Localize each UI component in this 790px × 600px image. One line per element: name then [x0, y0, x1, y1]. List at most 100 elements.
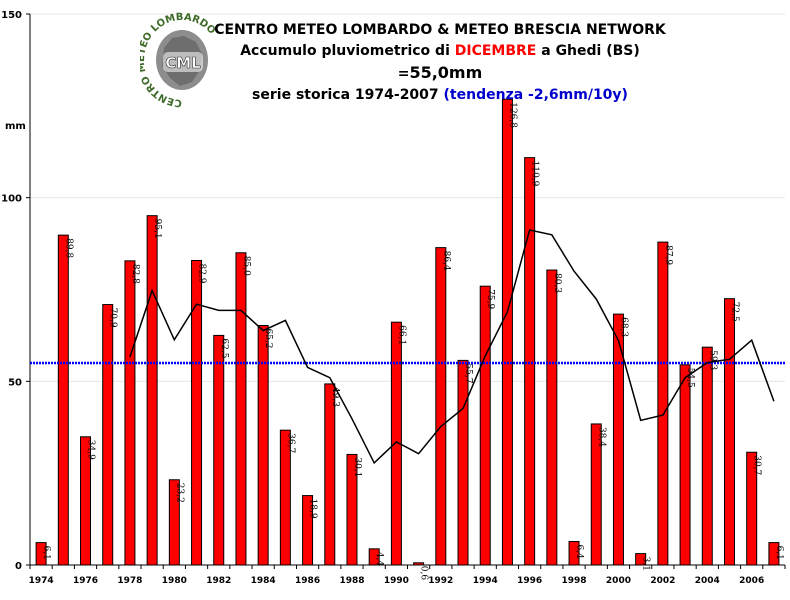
- bar-value-label: 3,1: [641, 557, 651, 571]
- title-line-2-prefix: Accumulo pluviometrico di: [240, 43, 455, 59]
- bar: [701, 346, 713, 566]
- bar-value-label: 65,2: [263, 328, 273, 348]
- bar: [679, 364, 691, 566]
- bar: [257, 324, 269, 566]
- bar-value-label: 68,3: [618, 317, 628, 337]
- bar-value-label: 59,3: [707, 350, 717, 370]
- bar: [324, 383, 336, 566]
- y-tick-label: 0: [15, 561, 22, 572]
- bar-value-label: 30,7: [752, 455, 762, 475]
- bar-value-label: 80,3: [552, 273, 562, 293]
- bar-value-label: 49,3: [330, 387, 340, 407]
- bar: [346, 453, 358, 566]
- bar: [102, 304, 114, 566]
- bar: [80, 436, 92, 566]
- x-tick-label: 1998: [562, 576, 587, 586]
- bar-value-label: 0,6: [419, 566, 429, 581]
- bar-value-label: 4,4: [374, 552, 384, 567]
- bar-value-label: 6,4: [574, 544, 584, 559]
- bar-value-label: 18,9: [308, 499, 318, 519]
- bar-value-label: 89,8: [63, 238, 73, 258]
- bar: [35, 542, 47, 566]
- bar: [768, 542, 780, 566]
- x-tick-label: 1974: [29, 576, 54, 586]
- chart-title-block: CENTRO METEO LOMBARDO & METEO BRESCIA NE…: [200, 20, 680, 105]
- title-line-3-prefix: serie storica 1974-2007: [252, 87, 444, 103]
- bar: [524, 157, 536, 566]
- bar: [590, 423, 602, 566]
- bar: [146, 215, 158, 566]
- x-tick-label: 1984: [251, 576, 276, 586]
- x-tick-label: 2000: [606, 576, 631, 586]
- bar: [124, 260, 136, 566]
- x-tick-label: 2006: [739, 576, 764, 586]
- x-tick-label: 1976: [73, 576, 98, 586]
- title-line-1: CENTRO METEO LOMBARDO & METEO BRESCIA NE…: [214, 22, 666, 38]
- bar-value-label: 110,9: [530, 161, 540, 187]
- bar-value-label: 70,9: [108, 308, 118, 328]
- bar-value-label: 36,7: [285, 433, 295, 453]
- x-tick-label: 2002: [650, 576, 675, 586]
- moving-average-line: [129, 229, 775, 465]
- title-line-2: Accumulo pluviometrico di DICEMBRE a Ghe…: [200, 40, 680, 85]
- bar: [612, 313, 624, 566]
- bar: [302, 495, 314, 566]
- title-month: DICEMBRE: [454, 43, 537, 59]
- x-tick-label: 1980: [162, 576, 187, 586]
- bar-value-label: 95,1: [152, 219, 162, 239]
- x-tick-label: 1994: [473, 576, 498, 586]
- bar: [546, 269, 558, 566]
- bar-value-label: 72,5: [729, 302, 739, 322]
- bar: [568, 540, 580, 566]
- bar-value-label: 82,9: [197, 263, 207, 283]
- bar: [746, 451, 758, 566]
- x-tick-label: 1996: [517, 576, 542, 586]
- x-tick-label: 2004: [695, 576, 720, 586]
- x-tick-label: 1986: [295, 576, 320, 586]
- title-line-3: serie storica 1974-2007 (tendenza -2,6mm…: [200, 85, 680, 105]
- bar-value-label: 86,4: [441, 251, 451, 271]
- bar: [657, 241, 669, 566]
- bar: [435, 247, 447, 566]
- bar-value-label: 66,1: [396, 325, 406, 345]
- y-axis-label: mm: [5, 121, 26, 132]
- bar: [723, 298, 735, 566]
- bar-value-label: 55,7: [463, 363, 473, 383]
- bar: [457, 359, 469, 566]
- bar-value-label: 23,2: [174, 483, 184, 503]
- bar: [191, 259, 203, 566]
- bar: [213, 334, 225, 566]
- bar-value-label: 85,0: [241, 256, 251, 276]
- x-tick-label: 1978: [117, 576, 142, 586]
- bar-value-label: 6,1: [774, 546, 784, 560]
- cml-logo: CENTRO METEO LOMBARDO CML: [136, 8, 224, 112]
- bar-value-label: 126,8: [507, 102, 517, 128]
- x-tick-label: 1992: [428, 576, 453, 586]
- y-tick-label: 100: [1, 194, 22, 205]
- bar: [168, 479, 180, 566]
- x-tick-label: 1988: [339, 576, 364, 586]
- y-tick-label: 50: [8, 377, 22, 388]
- bar-value-label: 82,8: [130, 264, 140, 284]
- title-trend: (tendenza -2,6mm/10y): [443, 87, 628, 103]
- bar: [57, 234, 69, 566]
- logo-graphic: CENTRO METEO LOMBARDO CML: [136, 12, 217, 108]
- bar: [479, 285, 491, 566]
- bar: [368, 548, 380, 566]
- bar-value-label: 54,5: [685, 368, 695, 388]
- bar-value-label: 6,1: [41, 546, 51, 560]
- value-labels-layer: 6,1 89,8 34,9 70,9 82,8 95,1 23,2 82,9 62,5 85,0 6…: [41, 102, 784, 580]
- lines-layer: [30, 229, 785, 465]
- bar: [635, 553, 647, 566]
- bar-value-label: 30,1: [352, 457, 362, 477]
- bar: [501, 98, 513, 566]
- bars-layer: [35, 98, 780, 566]
- bar-value-label: 87,9: [663, 245, 673, 265]
- title-line-2-mid: a Ghedi (BS) =: [397, 43, 640, 82]
- bar-value-label: 62,5: [219, 338, 229, 358]
- bar: [390, 321, 402, 566]
- bar: [279, 429, 291, 566]
- logo-text: CML: [165, 54, 201, 72]
